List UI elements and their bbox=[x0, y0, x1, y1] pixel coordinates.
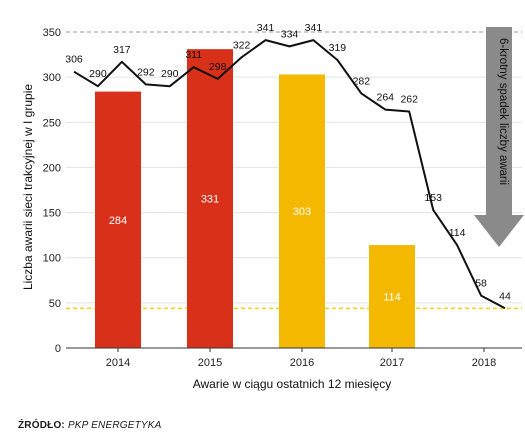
line-value-label: 282 bbox=[353, 75, 371, 87]
x-tick-labels: 2014 2015 2016 2017 2018 bbox=[106, 348, 496, 369]
line-value-label: 114 bbox=[449, 227, 466, 239]
line-value-label: 264 bbox=[377, 92, 395, 104]
line-value-label: 306 bbox=[65, 54, 83, 66]
bar-labels: 284 331 303 114 bbox=[109, 194, 401, 304]
y-axis-title: Liczba awarii sieci trakcyjnej w I grupi… bbox=[21, 84, 35, 290]
line-value-label: 317 bbox=[113, 44, 131, 56]
y-tick-labels: 0 50 100 150 200 250 300 350 bbox=[43, 27, 61, 355]
chart: 284 331 303 114 6-krotny spadek liczby awar… bbox=[21, 22, 524, 391]
bar bbox=[369, 245, 415, 348]
line-value-label: 322 bbox=[233, 39, 251, 51]
x-tick-label: 2014 bbox=[106, 357, 130, 369]
bars bbox=[95, 49, 415, 349]
bar bbox=[279, 74, 325, 348]
line-value-label: 290 bbox=[89, 68, 107, 80]
line-value-label: 292 bbox=[137, 66, 155, 78]
x-axis-title: Awarie w ciągu ostatnich 12 miesięcy bbox=[193, 377, 392, 391]
source-label: ŹRÓDŁO: bbox=[18, 420, 65, 431]
y-tick-label: 100 bbox=[43, 253, 61, 265]
bar-value-label: 284 bbox=[109, 215, 127, 227]
source-note: ŹRÓDŁO: PKP ENERGETYKA bbox=[18, 420, 162, 431]
y-tick-label: 0 bbox=[55, 343, 61, 355]
line-value-label: 341 bbox=[257, 22, 275, 34]
x-tick-label: 2016 bbox=[290, 357, 314, 369]
line-labels: 306 290 317 292 290 311 298 322 341 334 341 319 282 2… bbox=[65, 22, 511, 302]
line-value-label: 44 bbox=[499, 290, 511, 302]
line-value-label: 334 bbox=[281, 28, 299, 40]
decline-arrow: 6-krotny spadek liczby awarii bbox=[474, 27, 524, 247]
bar-value-label: 303 bbox=[293, 206, 311, 218]
line-path bbox=[73, 39, 506, 310]
line-value-label: 298 bbox=[209, 61, 227, 73]
bar bbox=[187, 49, 233, 348]
y-tick-label: 350 bbox=[43, 27, 61, 39]
bar-value-label: 331 bbox=[201, 194, 219, 206]
y-tick-label: 150 bbox=[43, 208, 61, 220]
arrow-annotation: 6-krotny spadek liczby awarii bbox=[497, 38, 509, 185]
source-value: PKP ENERGETYKA bbox=[67, 420, 162, 431]
line-value-label: 290 bbox=[161, 68, 179, 80]
y-tick-label: 300 bbox=[43, 72, 61, 84]
line-value-label: 319 bbox=[329, 42, 347, 54]
bar-value-label: 114 bbox=[383, 292, 401, 304]
y-tick-label: 50 bbox=[49, 298, 61, 310]
line-value-label: 341 bbox=[305, 22, 323, 34]
line-series bbox=[73, 39, 506, 310]
line-value-label: 58 bbox=[475, 278, 487, 290]
x-tick-label: 2017 bbox=[380, 357, 404, 369]
line-value-label: 311 bbox=[185, 49, 202, 61]
y-tick-label: 200 bbox=[43, 162, 61, 174]
bar bbox=[95, 91, 141, 349]
x-tick-label: 2018 bbox=[472, 357, 496, 369]
line-value-label: 262 bbox=[400, 93, 418, 105]
line-value-label: 153 bbox=[424, 192, 442, 204]
y-tick-label: 250 bbox=[43, 117, 61, 129]
x-tick-label: 2015 bbox=[198, 357, 222, 369]
arrow-icon bbox=[474, 27, 524, 247]
